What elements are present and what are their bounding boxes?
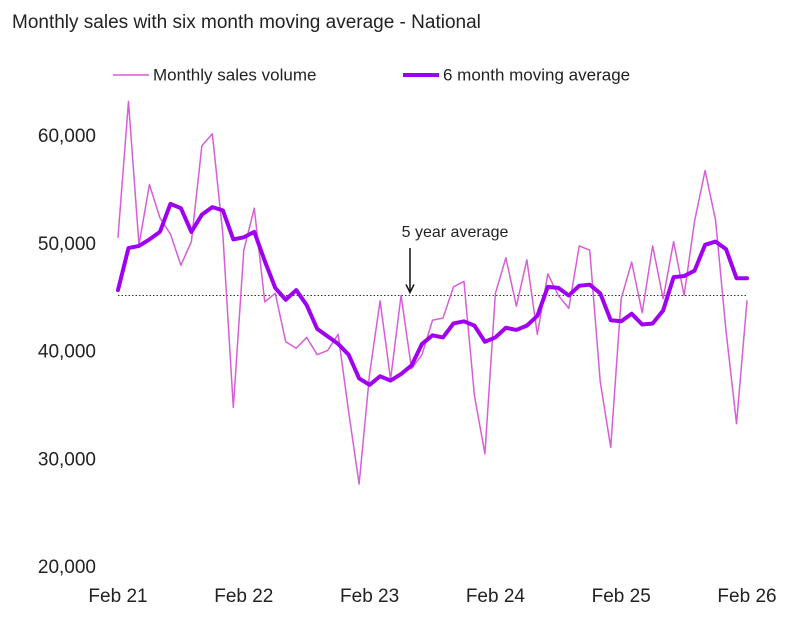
annotation-arrowhead — [405, 284, 415, 295]
series-line — [117, 100, 748, 485]
y-tick-label: 60,000 — [38, 126, 96, 147]
legend-label: Monthly sales volume — [153, 65, 316, 84]
x-tick-label: Feb 24 — [466, 586, 526, 607]
legend-label: 6 month moving average — [443, 65, 630, 84]
x-tick-label: Feb 23 — [340, 586, 399, 607]
x-tick-label: Feb 21 — [88, 586, 147, 607]
y-tick-label: 20,000 — [38, 557, 96, 578]
y-tick-label: 30,000 — [38, 449, 96, 470]
x-tick-label: Feb 22 — [214, 586, 273, 607]
x-tick-label: Feb 25 — [592, 586, 651, 607]
x-tick-label: Feb 26 — [717, 586, 776, 607]
chart-title: Monthly sales with six month moving aver… — [12, 12, 481, 33]
annotation: 5 year average — [402, 224, 509, 241]
series-line — [116, 201, 749, 387]
y-tick-label: 50,000 — [38, 234, 96, 255]
y-tick-label: 40,000 — [38, 342, 96, 363]
